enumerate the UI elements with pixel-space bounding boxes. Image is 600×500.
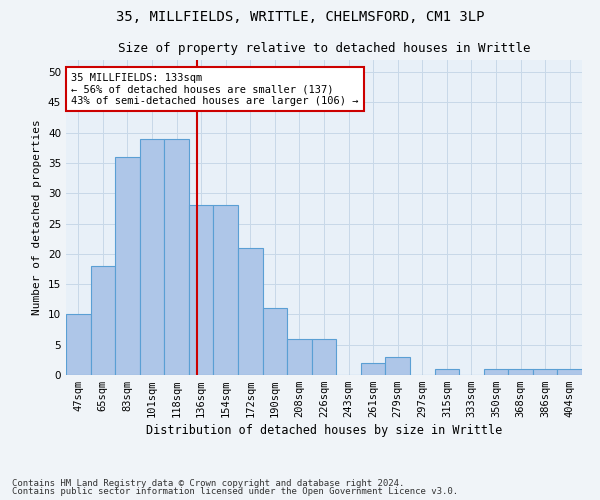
Bar: [533, 369, 557, 375]
Bar: [287, 338, 312, 375]
Bar: [66, 314, 91, 375]
Bar: [557, 369, 582, 375]
Text: 35 MILLFIELDS: 133sqm
← 56% of detached houses are smaller (137)
43% of semi-det: 35 MILLFIELDS: 133sqm ← 56% of detached …: [71, 72, 359, 106]
Text: 35, MILLFIELDS, WRITTLE, CHELMSFORD, CM1 3LP: 35, MILLFIELDS, WRITTLE, CHELMSFORD, CM1…: [116, 10, 484, 24]
Text: Contains public sector information licensed under the Open Government Licence v3: Contains public sector information licen…: [12, 487, 458, 496]
Bar: [434, 369, 459, 375]
Bar: [214, 206, 238, 375]
Bar: [361, 363, 385, 375]
Y-axis label: Number of detached properties: Number of detached properties: [32, 120, 43, 316]
Bar: [189, 206, 214, 375]
Bar: [238, 248, 263, 375]
Bar: [140, 138, 164, 375]
Bar: [312, 338, 336, 375]
Bar: [385, 357, 410, 375]
Bar: [484, 369, 508, 375]
Title: Size of property relative to detached houses in Writtle: Size of property relative to detached ho…: [118, 42, 530, 54]
Text: Contains HM Land Registry data © Crown copyright and database right 2024.: Contains HM Land Registry data © Crown c…: [12, 478, 404, 488]
Bar: [263, 308, 287, 375]
Bar: [508, 369, 533, 375]
Bar: [91, 266, 115, 375]
Bar: [115, 157, 140, 375]
Bar: [164, 138, 189, 375]
X-axis label: Distribution of detached houses by size in Writtle: Distribution of detached houses by size …: [146, 424, 502, 438]
